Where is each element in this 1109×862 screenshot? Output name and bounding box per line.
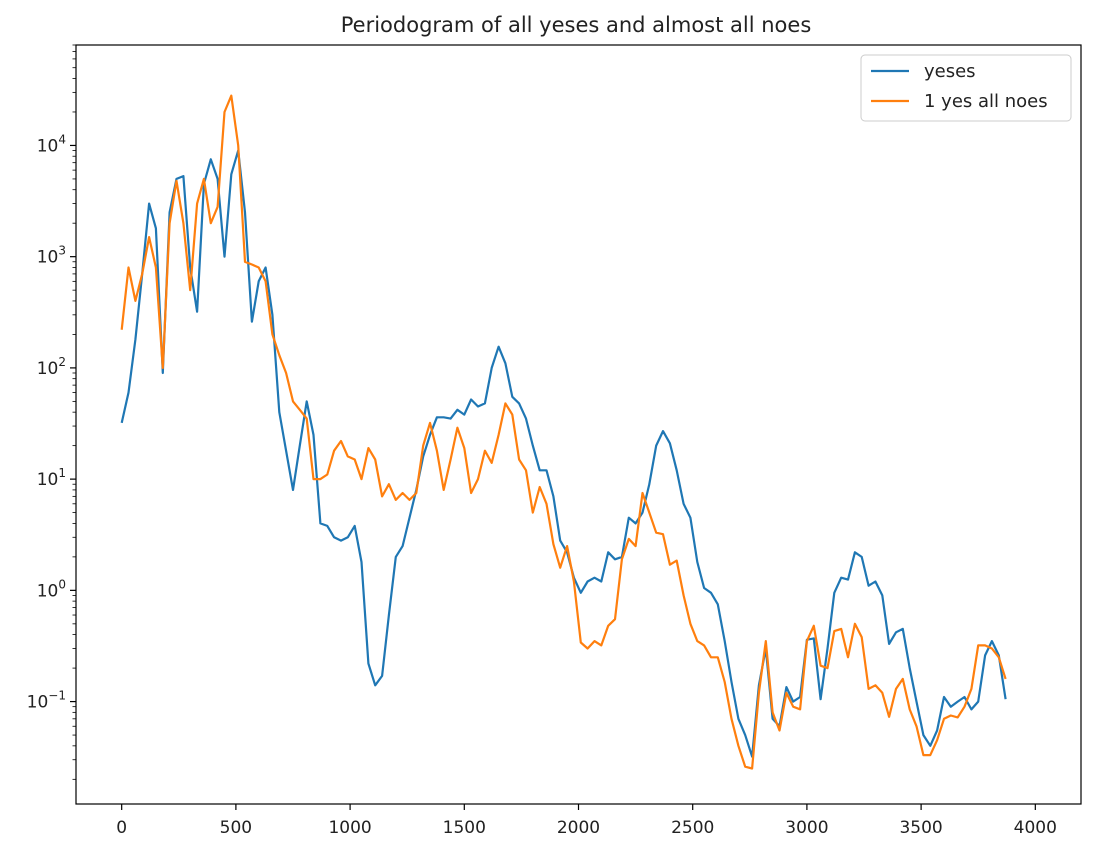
legend-box <box>860 54 1072 122</box>
x-tick-label: 1000 <box>328 818 371 838</box>
x-tick-label: 2500 <box>671 818 714 838</box>
y-tick-label: 100 <box>37 577 66 601</box>
x-tick-label: 3000 <box>785 818 828 838</box>
x-tick-label: 4000 <box>1014 818 1057 838</box>
y-tick-label: 103 <box>37 244 66 268</box>
y-tick-label: 101 <box>37 466 66 490</box>
axes-layer: 0 500 1000 1500 2000 2500 3000 3500 4000 10−1 100 1… <box>27 44 1082 838</box>
x-tick-label: 3500 <box>899 818 942 838</box>
y-tick-label: 102 <box>37 355 66 379</box>
x-tick-label: 0 <box>116 818 127 838</box>
x-tick-label: 500 <box>220 818 252 838</box>
series-line-1 <box>120 149 1007 758</box>
legend-label-2: 1 yes all noes <box>924 91 1048 112</box>
plot-frame <box>75 44 1082 805</box>
legend-label-1: yeses <box>924 61 976 82</box>
chart-title: Periodogram of all yeses and almost all … <box>341 13 812 37</box>
y-tick-label: 104 <box>37 132 66 156</box>
y-tick-label: 10−1 <box>27 689 66 713</box>
x-tick-label: 1500 <box>443 818 486 838</box>
legend: yeses 1 yes all noes <box>860 54 1072 122</box>
x-tick-label: 2000 <box>557 818 600 838</box>
series-layer <box>120 94 1007 770</box>
series-line-2 <box>120 94 1007 770</box>
